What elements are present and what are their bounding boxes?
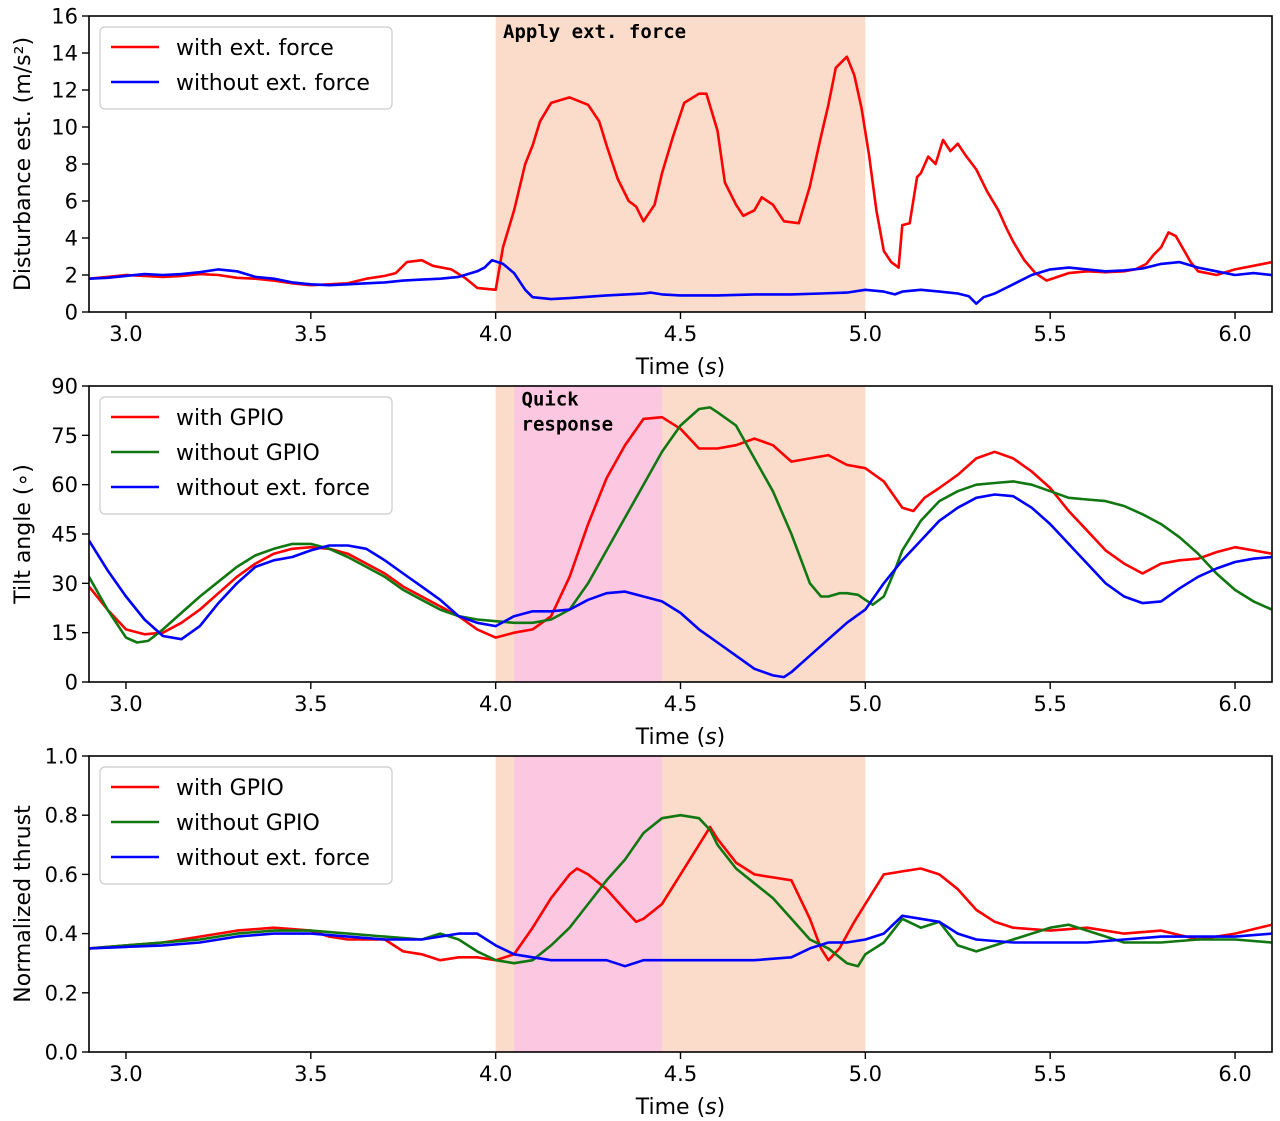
annotation-text: response [522,413,614,435]
series-line-without-gpio [89,406,1272,644]
y-tick-label: 4 [65,227,78,251]
y-tick-label: 0.6 [45,863,78,887]
y-tick-label: 0.8 [45,804,78,828]
x-tick-label: 5.5 [1033,1062,1066,1086]
x-tick-label: 4.5 [664,692,697,716]
y-tick-label: 6 [65,190,78,214]
y-tick-label: 1.0 [45,745,78,769]
shaded-region-2 [514,386,663,682]
y-tick-label: 45 [51,523,78,547]
y-tick-label: 15 [51,621,78,645]
annotation-text: Quick [522,389,580,411]
x-tick-label: 3.0 [109,1062,142,1086]
legend-entry-label: without GPIO [176,441,320,466]
series-line-without-ext-force [89,493,1272,679]
y-tick-label: 0 [65,301,78,325]
series-line-with-gpio [89,415,1272,639]
legend-entry-label: without ext. force [176,71,370,96]
x-tick-label: 5.0 [849,692,882,716]
x-tick-label: 4.5 [664,1062,697,1086]
y-tick-label: 0.4 [45,922,78,946]
x-tick-label: 3.0 [109,322,142,346]
x-tick-label: 5.0 [849,1062,882,1086]
x-tick-label: 5.5 [1033,322,1066,346]
series-line-without-ext-force [89,914,1272,968]
x-axis-label: Time (s) [635,1095,725,1120]
legend-entry-label: without ext. force [176,476,370,501]
y-tick-label: 30 [51,572,78,596]
x-tick-label: 4.0 [479,692,512,716]
x-tick-label: 5.5 [1033,692,1066,716]
x-tick-label: 3.5 [294,692,327,716]
legend-box [99,766,393,885]
x-tick-label: 4.0 [479,1062,512,1086]
y-tick-label: 60 [51,473,78,497]
y-tick-label: 75 [51,424,78,448]
x-tick-label: 3.5 [294,322,327,346]
x-tick-label: 6.0 [1218,322,1251,346]
y-tick-label: 16 [51,5,78,29]
y-tick-label: 0 [65,671,78,695]
shaded-region-1 [495,16,866,312]
y-tick-label: 2 [65,264,78,288]
y-tick-label: 12 [51,79,78,103]
x-tick-label: 5.0 [849,322,882,346]
x-tick-label: 4.5 [664,322,697,346]
series-line-without-ext-force [89,258,1272,305]
x-tick-label: 4.0 [479,322,512,346]
y-tick-label: 90 [51,375,78,399]
legend: with GPIO without GPIO without ext. force [99,396,393,515]
legend-entry-label: with GPIO [176,406,284,431]
x-axis-label: Time (s) [635,725,725,750]
chart-panel-1: 3.0 3.5 4.0 4.5 5.0 5.5 6.0 0 2 4 6 8 10 12 14 16 Time (… [11,5,1273,380]
series-line-with-ext-force [89,55,1272,292]
legend-entry-label: without GPIO [176,811,320,836]
legend: with ext. force without ext. force [99,26,393,110]
legend-box [99,26,393,110]
y-tick-label: 14 [51,42,78,66]
x-tick-label: 6.0 [1218,692,1251,716]
x-tick-label: 3.0 [109,692,142,716]
chart-panel-3: 3.0 3.5 4.0 4.5 5.0 5.5 6.0 0.0 0.2 0.4 0.6 0.8 1.0 T… [11,745,1273,1120]
legend-box [99,396,393,515]
x-axis-label: Time (s) [635,355,725,380]
legend: with GPIO without GPIO without ext. force [99,766,393,885]
y-tick-label: 8 [65,153,78,177]
chart-panel-2: 3.0 3.5 4.0 4.5 5.0 5.5 6.0 0 15 30 45 60 75 90 Time (… [11,375,1273,750]
series-line-with-gpio [89,825,1272,962]
y-axis-label: Disturbance est. (m/s²) [11,37,36,291]
y-tick-label: 0.2 [45,981,78,1005]
legend-entry-label: with GPIO [176,776,284,801]
x-tick-label: 6.0 [1218,1062,1251,1086]
y-axis-label: Tilt angle (∘) [11,464,36,605]
y-axis-label: Normalized thrust [11,805,36,1003]
y-tick-label: 10 [51,116,78,140]
x-tick-label: 3.5 [294,1062,327,1086]
y-tick-label: 0.0 [45,1041,78,1065]
legend-entry-label: without ext. force [176,846,370,871]
annotation-text: Apply ext. force [503,21,686,43]
legend-entry-label: with ext. force [176,36,334,61]
